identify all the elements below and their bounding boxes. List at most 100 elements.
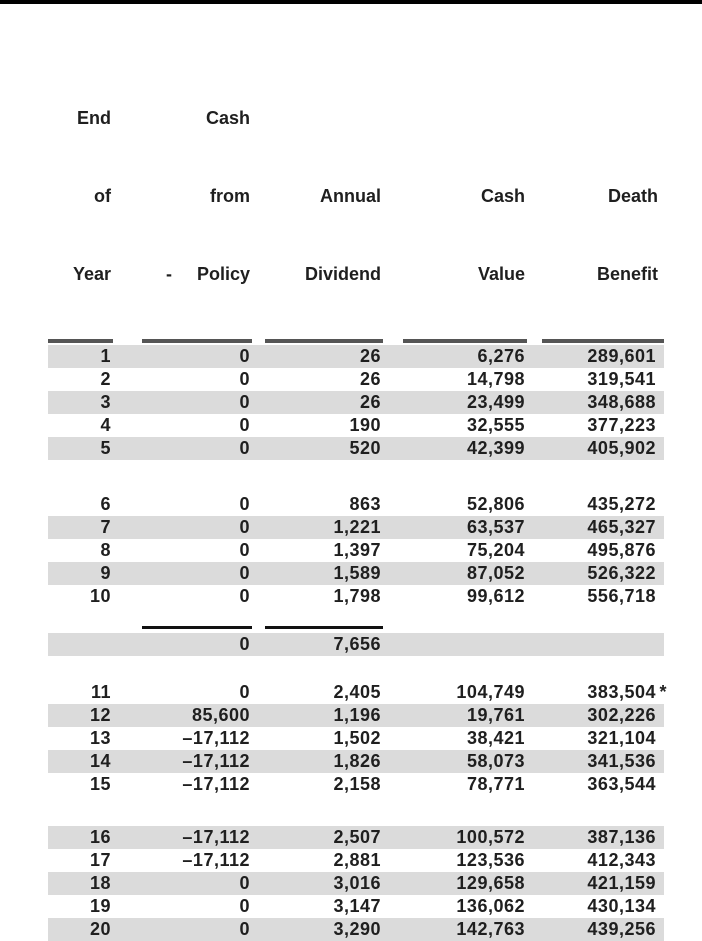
cell-value: 465,327 (587, 517, 656, 537)
cell-annual-dividend: 1,397 (265, 539, 383, 562)
cell-value: 863 (349, 494, 381, 514)
subtotal-row: 0 7,656 (48, 633, 664, 656)
cell-cash-value: 99,612 (403, 585, 527, 608)
cell-value: –17,112 (182, 827, 250, 847)
cell-value: 15 (89, 774, 111, 794)
cell-value: 3,016 (333, 873, 381, 893)
cell-annual-dividend: 2,881 (265, 849, 383, 872)
cell-value: 26 (359, 392, 381, 412)
table-row: 9 0 1,589 87,052 526,322 (48, 562, 664, 585)
header-line: Death (607, 186, 658, 206)
cell-value: 6,276 (477, 346, 525, 366)
cell-value: 3 (100, 392, 111, 412)
table-row: 12 85,600 1,196 19,761 302,226 (48, 704, 664, 727)
cell-annual-dividend: 3,016 (265, 872, 383, 895)
cell-annual-dividend: 863 (265, 493, 383, 516)
cell-annual-dividend: 26 (265, 368, 383, 391)
cell-value: 526,322 (587, 563, 656, 583)
header-line: End (77, 108, 111, 128)
cell-cash-value: 32,555 (403, 414, 527, 437)
cell-annual-dividend: 1,196 (265, 704, 383, 727)
header-line: Annual (320, 186, 381, 206)
cell-cash-from-policy: 0 (142, 681, 252, 704)
cell-annual-dividend: 2,507 (265, 826, 383, 849)
top-bar (0, 0, 702, 4)
cell-value: 0 (239, 415, 250, 435)
cell-year: 7 (48, 516, 113, 539)
cell-annual-dividend: 1,826 (265, 750, 383, 773)
cell-death-benefit: 421,159 (542, 872, 664, 895)
cell-annual-dividend: 1,589 (265, 562, 383, 585)
cell-cash-value: 19,761 (403, 704, 527, 727)
cell-year: 10 (48, 585, 113, 608)
col-header-cash-from-policy: Cash from - Policy (142, 53, 252, 339)
cell-cash-from-policy: –17,112 (142, 849, 252, 872)
cell-value: 7 (100, 517, 111, 537)
cell-value: 129,658 (456, 873, 525, 893)
rows-a: 1 0 26 6,276 289,601 2 0 26 14,798 319,541 3 0 26 23,… (48, 345, 664, 460)
cell-annual-dividend: 1,502 (265, 727, 383, 750)
table-row: 18 0 3,016 129,658 421,159 (48, 872, 664, 895)
cell-value: 0 (239, 896, 250, 916)
cell-value: 13 (89, 728, 111, 748)
cell-value: –17,112 (182, 728, 250, 748)
footnote-asterisk: * (659, 682, 667, 702)
cell-value: 190 (349, 415, 381, 435)
cell-year: 19 (48, 895, 113, 918)
rows-c: 11 0 2,405 104,749 383,504 * 12 85,600 1,196 19,7… (48, 681, 667, 796)
cell-year: 3 (48, 391, 113, 414)
cell-value: 348,688 (587, 392, 656, 412)
cell-value: 0 (239, 494, 250, 514)
cell-value: 4 (100, 415, 111, 435)
cell-value: 377,223 (587, 415, 656, 435)
total-rule (142, 626, 252, 629)
cell-annual-dividend: 190 (265, 414, 383, 437)
table-row: 7 0 1,221 63,537 465,327 (48, 516, 664, 539)
col-header-death-benefit: Death Benefit (542, 131, 664, 339)
total-rule (265, 626, 383, 629)
cell-value: 11 (90, 682, 111, 702)
cell-value: 16 (89, 827, 111, 847)
cell-cash-from-policy: 0 (142, 585, 252, 608)
header-line: Value (477, 264, 525, 284)
cell-value: 383,504 (587, 682, 656, 702)
cell-value: 26 (359, 346, 381, 366)
cell-value: 363,544 (587, 774, 656, 794)
table-row: 14 –17,112 1,826 58,073 341,536 (48, 750, 664, 773)
cell-value: 0 (239, 438, 250, 458)
cell-cash-value: 63,537 (403, 516, 527, 539)
cell-year: 12 (48, 704, 113, 727)
cell-cash-value: 38,421 (403, 727, 527, 750)
header-line: Benefit (596, 264, 658, 284)
cell-value: 520 (349, 438, 381, 458)
header-line: Dividend (304, 264, 381, 284)
cell-value: 412,343 (587, 850, 656, 870)
cell-year: 2 (48, 368, 113, 391)
cell-value: 87,052 (466, 563, 525, 583)
cell-value: 14 (89, 751, 111, 771)
cell-death-benefit: 526,322 (542, 562, 664, 585)
cell-cash-value: 42,399 (403, 437, 527, 460)
table-body: 1 0 26 6,276 289,601 2 0 26 14,798 319,541 3 0 26 23,… (48, 345, 667, 941)
cell-annual-dividend: 26 (265, 345, 383, 368)
table-row: 2 0 26 14,798 319,541 (48, 368, 664, 391)
cell-value: 5 (100, 438, 111, 458)
group-separator (48, 608, 664, 626)
cell-cash-value: 52,806 (403, 493, 527, 516)
cell-value: 435,272 (587, 494, 656, 514)
cell-value: –17,112 (182, 774, 250, 794)
cell-value: 75,204 (466, 540, 525, 560)
cell-value: 0 (239, 586, 250, 606)
table-row: 3 0 26 23,499 348,688 (48, 391, 664, 414)
cell-value: 405,902 (587, 438, 656, 458)
cell-cash-value: 14,798 (403, 368, 527, 391)
cell-value: 42,399 (466, 438, 525, 458)
cell-value: 1,826 (333, 751, 381, 771)
cell-value: 3,147 (333, 896, 381, 916)
table-row: 15 –17,112 2,158 78,771 363,544 (48, 773, 664, 796)
cell-value: –17,112 (182, 751, 250, 771)
table-row: 6 0 863 52,806 435,272 (48, 493, 664, 516)
cell-value: 9 (100, 563, 111, 583)
cell-value: 1 (100, 346, 111, 366)
cell-death-benefit: 439,256 (542, 918, 664, 941)
